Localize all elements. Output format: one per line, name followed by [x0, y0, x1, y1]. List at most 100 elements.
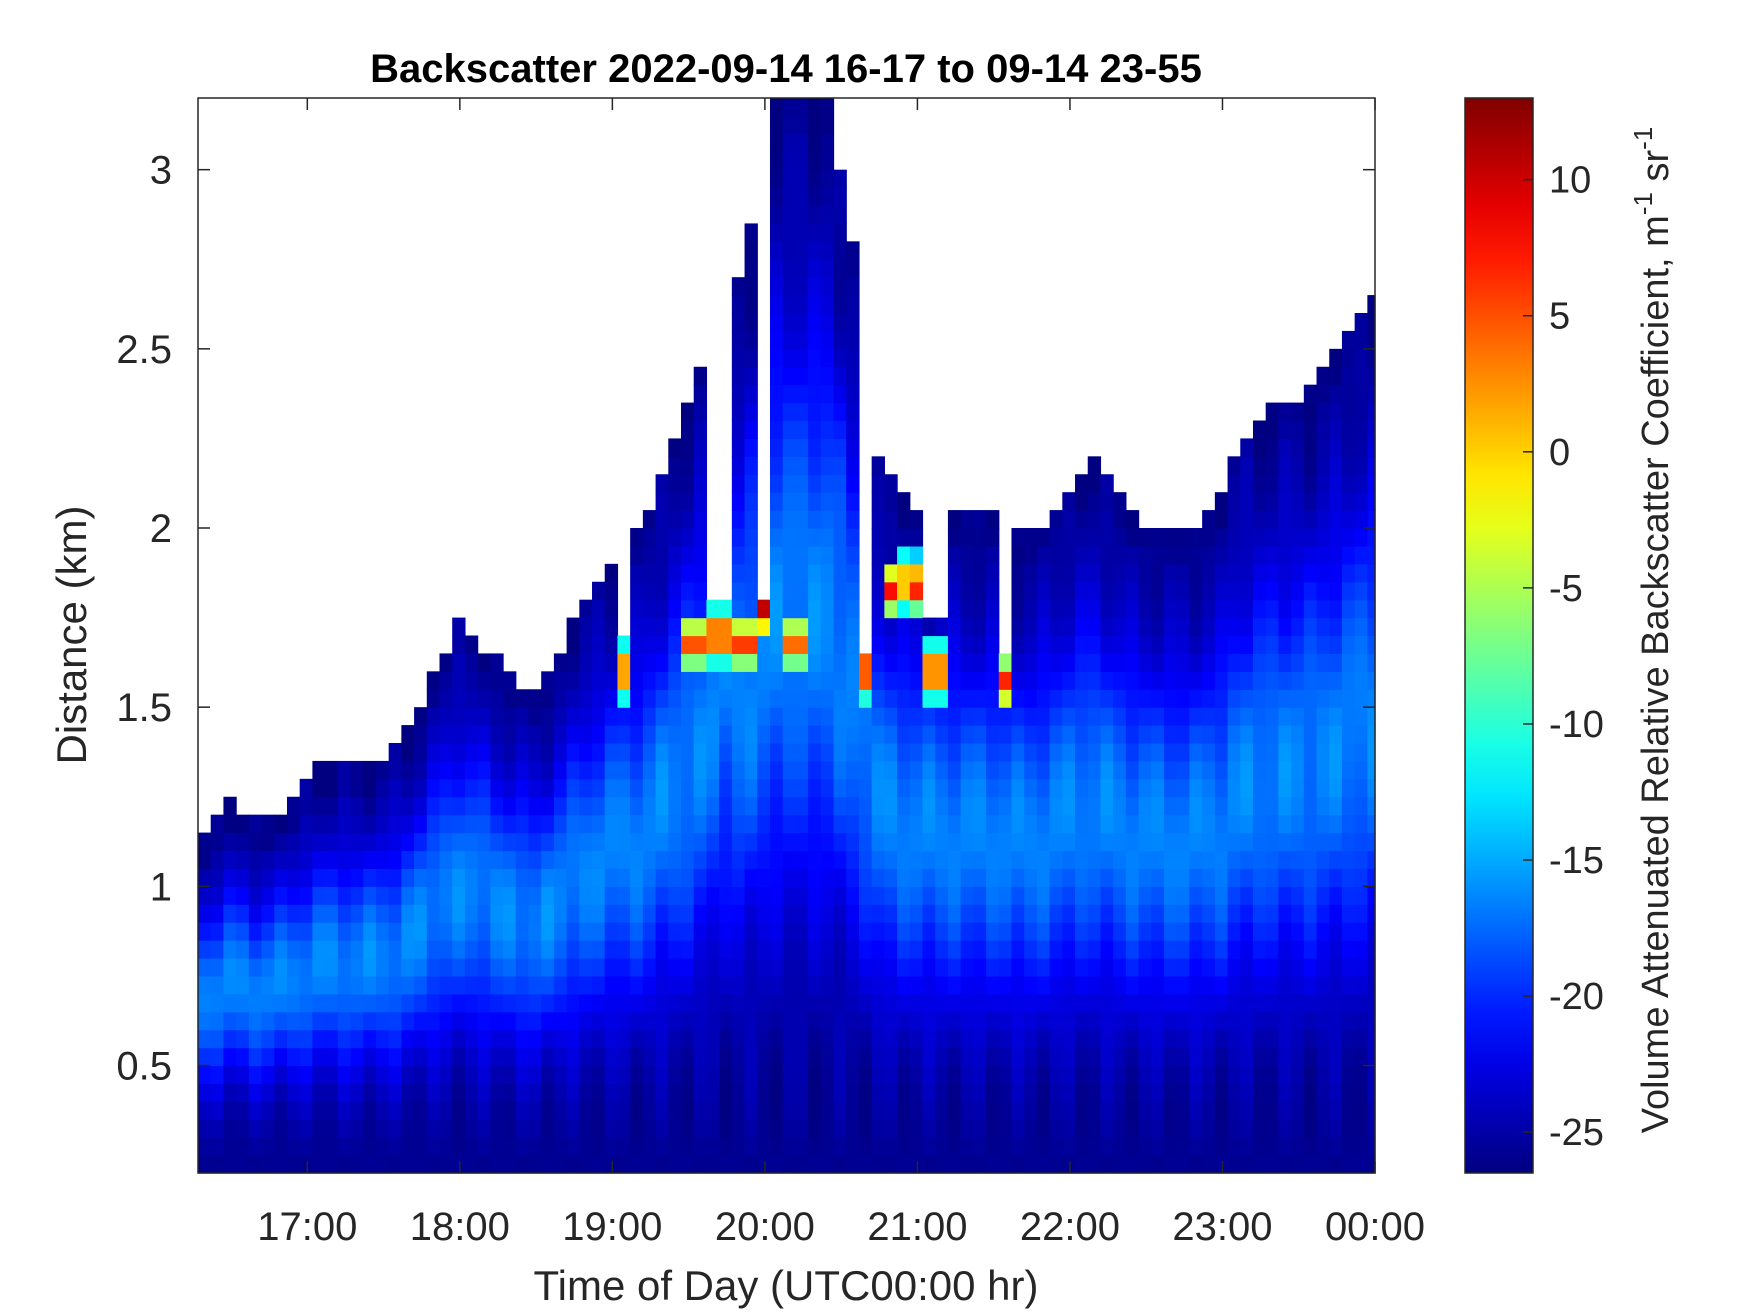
heatmap-cell: [375, 850, 390, 870]
heatmap-cell: [1240, 492, 1254, 511]
heatmap-cell: [1138, 563, 1152, 583]
heatmap-cell: [1240, 940, 1254, 959]
heatmap-cell: [668, 671, 682, 690]
heatmap-cell: [1240, 510, 1254, 529]
heatmap-cell: [553, 760, 568, 780]
heatmap-cell: [1291, 671, 1305, 690]
heatmap-cell: [986, 581, 1000, 601]
heatmap-cell: [1164, 832, 1178, 852]
heatmap-cell: [503, 671, 517, 690]
heatmap-cell: [1202, 1155, 1216, 1174]
heatmap-cell: [1164, 1083, 1178, 1102]
heatmap-cell: [820, 886, 835, 905]
heatmap-cell: [731, 653, 746, 672]
heatmap-cell: [1240, 886, 1254, 905]
heatmap-cell: [1278, 420, 1292, 440]
heatmap-cell: [795, 671, 809, 690]
heatmap-cell: [1316, 975, 1330, 995]
heatmap-cell: [846, 295, 860, 314]
heatmap-cell: [1049, 528, 1063, 547]
heatmap-cell: [1062, 1065, 1076, 1085]
heatmap-cell: [299, 1011, 313, 1031]
heatmap-cell: [1367, 850, 1376, 870]
heatmap-cell: [1341, 886, 1356, 905]
heatmap-cell: [248, 1101, 263, 1120]
heatmap-cell: [452, 1065, 466, 1085]
heatmap-cell: [1049, 1047, 1063, 1067]
heatmap-cell: [1202, 850, 1216, 870]
heatmap-cell: [236, 993, 250, 1013]
heatmap-cell: [846, 1101, 860, 1120]
heatmap-cell: [1036, 922, 1051, 941]
heatmap-cell: [757, 635, 771, 655]
heatmap-cell: [681, 402, 695, 422]
heatmap-cell: [1278, 922, 1292, 941]
heatmap-cell: [248, 1029, 263, 1049]
heatmap-cell: [490, 671, 504, 690]
heatmap-cell: [1214, 653, 1229, 672]
heatmap-cell: [1240, 868, 1254, 887]
heatmap-cell: [668, 456, 682, 475]
heatmap-cell: [299, 1155, 313, 1174]
heatmap-cell: [706, 1065, 720, 1085]
heatmap-cell: [719, 1083, 733, 1102]
heatmap-cell: [846, 259, 860, 278]
heatmap-cell: [1138, 1047, 1152, 1067]
heatmap-cell: [1189, 778, 1203, 798]
heatmap-cell: [375, 940, 390, 959]
heatmap-cell: [998, 796, 1013, 816]
heatmap-cell: [363, 832, 377, 852]
y-tick-label: 2.5: [116, 328, 172, 372]
heatmap-cell: [909, 958, 924, 977]
heatmap-cell: [769, 581, 784, 601]
heatmap-cell: [248, 993, 263, 1013]
heatmap-cell: [757, 1065, 771, 1085]
heatmap-cell: [884, 563, 898, 583]
heatmap-cell: [744, 671, 758, 690]
heatmap-cell: [719, 725, 733, 744]
heatmap-cell: [820, 796, 835, 816]
heatmap-cell: [769, 420, 784, 440]
heatmap-cell: [947, 689, 962, 708]
heatmap-cell: [897, 904, 911, 923]
heatmap-cell: [782, 975, 796, 995]
heatmap-cell: [1138, 796, 1152, 816]
heatmap-cell: [1049, 940, 1063, 959]
heatmap-cell: [655, 904, 669, 923]
heatmap-cell: [681, 689, 695, 708]
heatmap-cell: [1252, 850, 1267, 870]
heatmap-cell: [198, 1065, 212, 1085]
heatmap-cell: [541, 922, 555, 941]
heatmap-cell: [1100, 1137, 1114, 1156]
heatmap-cell: [757, 1029, 771, 1049]
heatmap-cell: [388, 832, 402, 852]
heatmap-cell: [286, 814, 301, 834]
heatmap-cell: [553, 940, 568, 959]
heatmap-cell: [1062, 581, 1076, 601]
heatmap-cell: [693, 707, 708, 726]
heatmap-cell: [1075, 1047, 1089, 1067]
heatmap-cell: [1341, 653, 1356, 672]
heatmap-cell: [782, 438, 796, 457]
heatmap-cell: [909, 993, 924, 1013]
heatmap-cell: [757, 796, 771, 816]
heatmap-cell: [1265, 635, 1279, 655]
heatmap-cell: [299, 904, 313, 923]
heatmap-cell: [312, 904, 326, 923]
heatmap-cell: [1087, 904, 1102, 923]
heatmap-cell: [909, 868, 924, 887]
heatmap-cell: [1316, 1119, 1330, 1138]
heatmap-cell: [820, 814, 835, 834]
heatmap-cell: [922, 671, 936, 690]
heatmap-cell: [1367, 796, 1376, 816]
heatmap-cell: [1240, 1065, 1254, 1085]
heatmap-cell: [236, 1011, 250, 1031]
heatmap-cell: [871, 725, 885, 744]
heatmap-cell: [1075, 886, 1089, 905]
heatmap-cell: [935, 1029, 949, 1049]
heatmap-cell: [808, 474, 822, 493]
heatmap-cell: [833, 1119, 847, 1138]
heatmap-cell: [884, 1155, 898, 1174]
heatmap-cell: [1303, 653, 1318, 672]
heatmap-cell: [1341, 993, 1356, 1013]
